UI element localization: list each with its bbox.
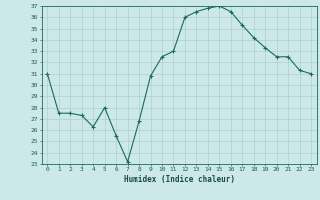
X-axis label: Humidex (Indice chaleur): Humidex (Indice chaleur) <box>124 175 235 184</box>
